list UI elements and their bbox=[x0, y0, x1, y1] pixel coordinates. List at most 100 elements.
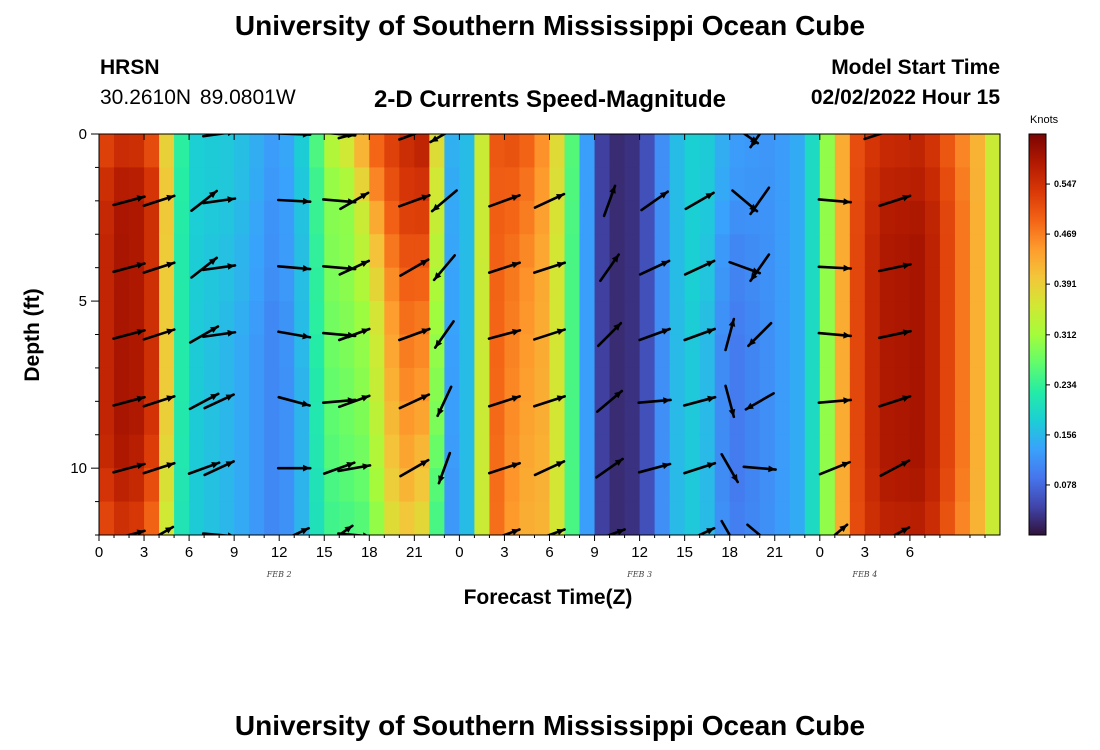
heatmap-cell bbox=[924, 167, 941, 202]
heatmap-cell bbox=[489, 334, 506, 369]
heatmap-cell bbox=[504, 234, 521, 269]
heatmap-cell bbox=[969, 367, 986, 402]
heatmap-cell bbox=[414, 367, 430, 402]
heatmap-cell bbox=[624, 434, 641, 469]
heatmap-cell bbox=[234, 468, 250, 503]
heatmap-cell bbox=[954, 401, 971, 436]
current-vector bbox=[203, 460, 235, 477]
heatmap-cell bbox=[564, 134, 581, 169]
heatmap-cell bbox=[714, 301, 731, 336]
current-vector bbox=[532, 328, 567, 341]
heatmap-cell bbox=[174, 134, 190, 169]
heatmap-cell bbox=[759, 501, 776, 535]
heatmap-cell bbox=[519, 134, 536, 169]
heatmap-cell bbox=[174, 501, 190, 535]
heatmap-cell bbox=[534, 401, 551, 436]
heatmap-cell bbox=[669, 367, 686, 402]
heatmap-cell bbox=[669, 167, 686, 202]
current-vector bbox=[112, 395, 146, 407]
heatmap-cell bbox=[189, 167, 205, 202]
heatmap-cell bbox=[279, 301, 295, 336]
heatmap-cell bbox=[564, 334, 581, 369]
heatmap-cell bbox=[924, 267, 941, 302]
heatmap-cell bbox=[924, 234, 941, 269]
heatmap-cell bbox=[354, 301, 370, 336]
heatmap-cell bbox=[459, 434, 476, 469]
vector-head bbox=[423, 134, 424, 135]
vector-head bbox=[511, 261, 520, 269]
heatmap-cell bbox=[399, 434, 415, 469]
heatmap-cell bbox=[804, 334, 821, 369]
heatmap-cell bbox=[264, 401, 280, 436]
heatmap-cell bbox=[429, 167, 445, 202]
heatmap-cell bbox=[534, 334, 551, 369]
heatmap-cell bbox=[174, 301, 190, 336]
vector-head bbox=[210, 326, 218, 334]
vector-head bbox=[728, 408, 736, 417]
heatmap-cell bbox=[609, 301, 626, 336]
heatmap-cell bbox=[264, 468, 280, 503]
vector-head bbox=[166, 462, 175, 469]
vector-head bbox=[902, 329, 911, 336]
heatmap-cell bbox=[519, 367, 536, 402]
heatmap-cell bbox=[144, 501, 160, 535]
heatmap-cell bbox=[774, 267, 791, 302]
heatmap-cell bbox=[849, 367, 866, 402]
heatmap-cell bbox=[144, 234, 160, 269]
heatmap-cell bbox=[864, 167, 881, 202]
heatmap-cell bbox=[309, 334, 325, 369]
heatmap-cell bbox=[384, 434, 400, 469]
heatmap-cell bbox=[474, 301, 491, 336]
heatmap-cell bbox=[939, 267, 956, 302]
heatmap-cell bbox=[189, 301, 205, 336]
heatmap-cell bbox=[879, 367, 896, 402]
heatmap-cell bbox=[264, 367, 280, 402]
heatmap-cell bbox=[654, 200, 671, 235]
heatmap-cell bbox=[894, 234, 911, 269]
heatmap-cell bbox=[609, 401, 626, 436]
heatmap-cell bbox=[819, 301, 836, 336]
heatmap-cell bbox=[129, 200, 145, 235]
heatmap-cell bbox=[204, 367, 220, 402]
heatmap-cell bbox=[474, 134, 491, 169]
current-vector bbox=[112, 195, 146, 207]
heatmap-cell bbox=[654, 267, 671, 302]
heatmap-cell bbox=[129, 468, 145, 503]
heatmap-cell bbox=[669, 134, 686, 169]
x-tick-label: 0 bbox=[95, 544, 103, 561]
heatmap-cell bbox=[879, 200, 896, 235]
heatmap-cell bbox=[474, 501, 491, 535]
current-vector bbox=[682, 395, 717, 407]
heatmap-cell bbox=[189, 434, 205, 469]
heatmap-cell bbox=[369, 468, 385, 503]
heatmap-cell bbox=[504, 367, 521, 402]
heatmap-cell bbox=[144, 267, 160, 302]
vector-head bbox=[902, 395, 911, 402]
heatmap-cell bbox=[474, 401, 491, 436]
current-vector bbox=[277, 395, 311, 407]
vector-head bbox=[841, 461, 850, 469]
heatmap-cell bbox=[114, 301, 130, 336]
vector-head bbox=[511, 528, 520, 535]
heatmap-cell bbox=[294, 134, 310, 169]
heatmap-cell bbox=[474, 167, 491, 202]
heatmap-cell bbox=[789, 301, 806, 336]
heatmap-cell bbox=[369, 301, 385, 336]
x-tick-label: 15 bbox=[676, 544, 693, 561]
heatmap-cell bbox=[774, 367, 791, 402]
heatmap-cell bbox=[219, 267, 235, 302]
heatmap-cell bbox=[789, 401, 806, 436]
vector-head bbox=[361, 328, 370, 335]
x-axis-label: Forecast Time(Z) bbox=[463, 586, 633, 609]
current-vector bbox=[188, 392, 220, 411]
vector-head bbox=[302, 265, 311, 272]
heatmap-cell bbox=[879, 234, 896, 269]
heatmap-cell bbox=[519, 501, 536, 535]
vector-head bbox=[902, 262, 911, 270]
heatmap-cell bbox=[309, 267, 325, 302]
heatmap-cell bbox=[849, 267, 866, 302]
current-vector bbox=[201, 532, 235, 535]
current-vector bbox=[276, 197, 312, 205]
current-vector bbox=[112, 262, 146, 274]
heatmap-cell bbox=[594, 367, 611, 402]
